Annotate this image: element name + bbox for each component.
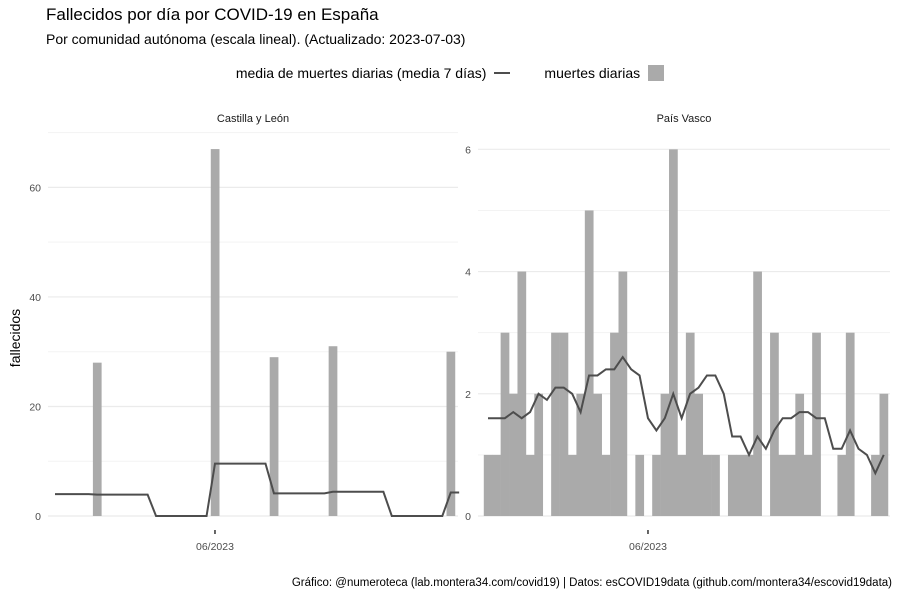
legend-bar-label: muertes diarias xyxy=(544,65,641,82)
bar xyxy=(584,210,594,516)
bar xyxy=(269,357,279,516)
bar xyxy=(509,393,518,516)
y-tick-label: 2 xyxy=(465,389,471,401)
chart-subtitle: Por comunidad autónoma (escala lineal). … xyxy=(46,31,466,47)
bar xyxy=(871,454,880,516)
bar xyxy=(593,393,602,516)
bar xyxy=(517,271,527,516)
caption: Gráfico: @numeroteca (lab.montera34.com/… xyxy=(291,577,892,589)
bar xyxy=(837,454,847,516)
bar xyxy=(770,332,779,516)
bar xyxy=(845,332,855,516)
bar xyxy=(753,271,762,516)
y-tick-label: 0 xyxy=(465,511,471,523)
y-tick-label: 20 xyxy=(29,401,41,413)
bar xyxy=(618,271,628,516)
bar xyxy=(601,454,611,516)
bar xyxy=(551,332,560,516)
bar xyxy=(744,454,754,516)
bar xyxy=(92,362,102,516)
bar xyxy=(483,454,493,516)
bar xyxy=(694,393,704,516)
bar xyxy=(736,454,746,516)
bar xyxy=(812,332,821,516)
y-tick-label: 60 xyxy=(29,182,41,194)
bar xyxy=(711,454,720,516)
bar xyxy=(576,393,586,516)
bar xyxy=(635,454,645,516)
y-tick-label: 4 xyxy=(465,267,471,279)
avg-line xyxy=(488,355,885,476)
bar xyxy=(534,393,544,516)
legend-line-key xyxy=(494,72,511,75)
bar xyxy=(500,332,510,516)
bar xyxy=(795,393,805,516)
avg-line xyxy=(55,462,460,517)
bar xyxy=(727,454,737,516)
bar xyxy=(778,454,788,516)
legend-bar-key xyxy=(648,65,665,82)
bar xyxy=(803,454,813,516)
bar xyxy=(702,454,712,516)
legend: media de muertes diarias (media 7 días) m… xyxy=(0,64,900,82)
bar xyxy=(669,149,678,517)
bar xyxy=(567,454,577,516)
bar xyxy=(786,454,796,516)
bar xyxy=(525,454,535,516)
bar xyxy=(210,149,220,516)
x-tick-label: 06/2023 xyxy=(196,541,234,553)
bar xyxy=(685,332,695,516)
panel-title: País Vasco xyxy=(657,113,712,125)
bar xyxy=(328,346,338,516)
x-tick-label: 06/2023 xyxy=(629,541,667,553)
legend-line-label: media de muertes diarias (media 7 días) xyxy=(235,65,487,82)
y-tick-label: 40 xyxy=(29,292,41,304)
y-tick-label: 0 xyxy=(35,511,41,523)
bar xyxy=(492,454,501,516)
y-tick-label: 6 xyxy=(465,144,471,156)
chart-title: Fallecidos por día por COVID-19 en Españ… xyxy=(46,5,379,24)
bar xyxy=(660,393,670,516)
bar xyxy=(652,454,661,516)
bar xyxy=(677,454,687,516)
bar xyxy=(446,351,456,516)
bar xyxy=(610,332,619,516)
bar xyxy=(879,393,889,516)
panel-title: Castilla y León xyxy=(217,113,289,125)
bar xyxy=(559,332,569,516)
